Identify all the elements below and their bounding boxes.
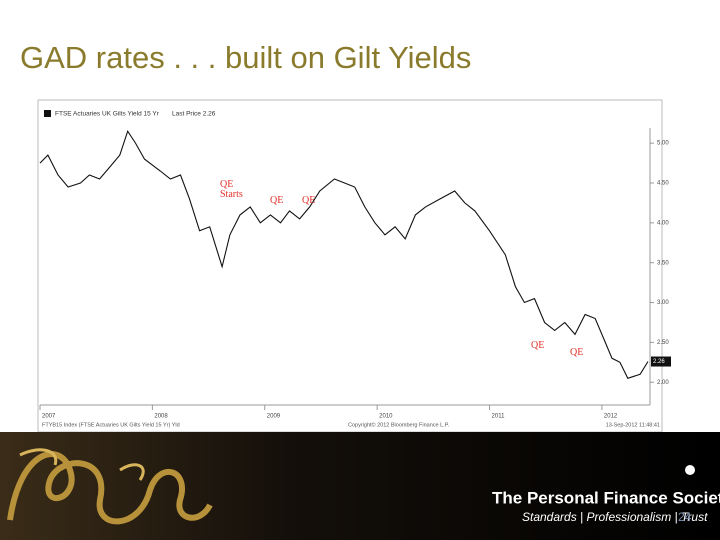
x-tick-label: 2012 <box>604 414 618 420</box>
y-tick-label: 5.00 <box>657 141 669 147</box>
y-tick-label: 2.50 <box>657 340 669 346</box>
series-line <box>39 129 649 379</box>
y-tick-label: 2.00 <box>657 380 669 386</box>
annotation: QE Starts <box>220 179 243 200</box>
annotation: QE <box>302 195 316 206</box>
chart-timestamp: 13-Sep-2012 11:48:41 <box>606 422 660 428</box>
x-tick-label: 2011 <box>492 414 506 420</box>
y-tick-label: 3.50 <box>657 260 669 266</box>
legend-label: FTSE Actuaries UK Gilts Yield 15 Yr <box>55 111 160 118</box>
y-tick-label: 3.00 <box>657 300 669 306</box>
y-tick-label: 4.00 <box>657 220 669 226</box>
legend-swatch <box>44 110 51 117</box>
society-icon <box>685 465 695 475</box>
chart-frame <box>37 99 663 433</box>
last-price-box <box>651 356 671 367</box>
annotation: QE <box>570 347 584 358</box>
legend-last-price: Last Price 2.26 <box>172 111 216 118</box>
x-tick-label: 2009 <box>267 414 281 420</box>
chart-copyright: Copyright© 2012 Bloomberg Finance L.P. <box>348 421 450 428</box>
society-tagline: Standards | Professionalism | Trust <box>522 510 708 524</box>
chart-source: FTYB15 Index (FTSE Actuaries UK Gilts Yi… <box>42 422 180 428</box>
annotation: QE <box>270 195 284 206</box>
logo-flourish <box>19 448 145 481</box>
x-tick-label: 2007 <box>42 414 56 420</box>
x-tick-label: 2008 <box>154 414 168 420</box>
society-name: The Personal Finance Society <box>492 488 720 507</box>
logo-ornament <box>7 451 213 525</box>
page-number: 24 <box>678 510 692 524</box>
last-price-label: 2.26 <box>653 359 665 365</box>
annotation: QE <box>531 340 545 351</box>
slide-title: GAD rates . . . built on Gilt Yields <box>20 40 471 75</box>
x-tick-label: 2010 <box>379 414 393 420</box>
y-tick-label: 4.50 <box>657 181 669 187</box>
